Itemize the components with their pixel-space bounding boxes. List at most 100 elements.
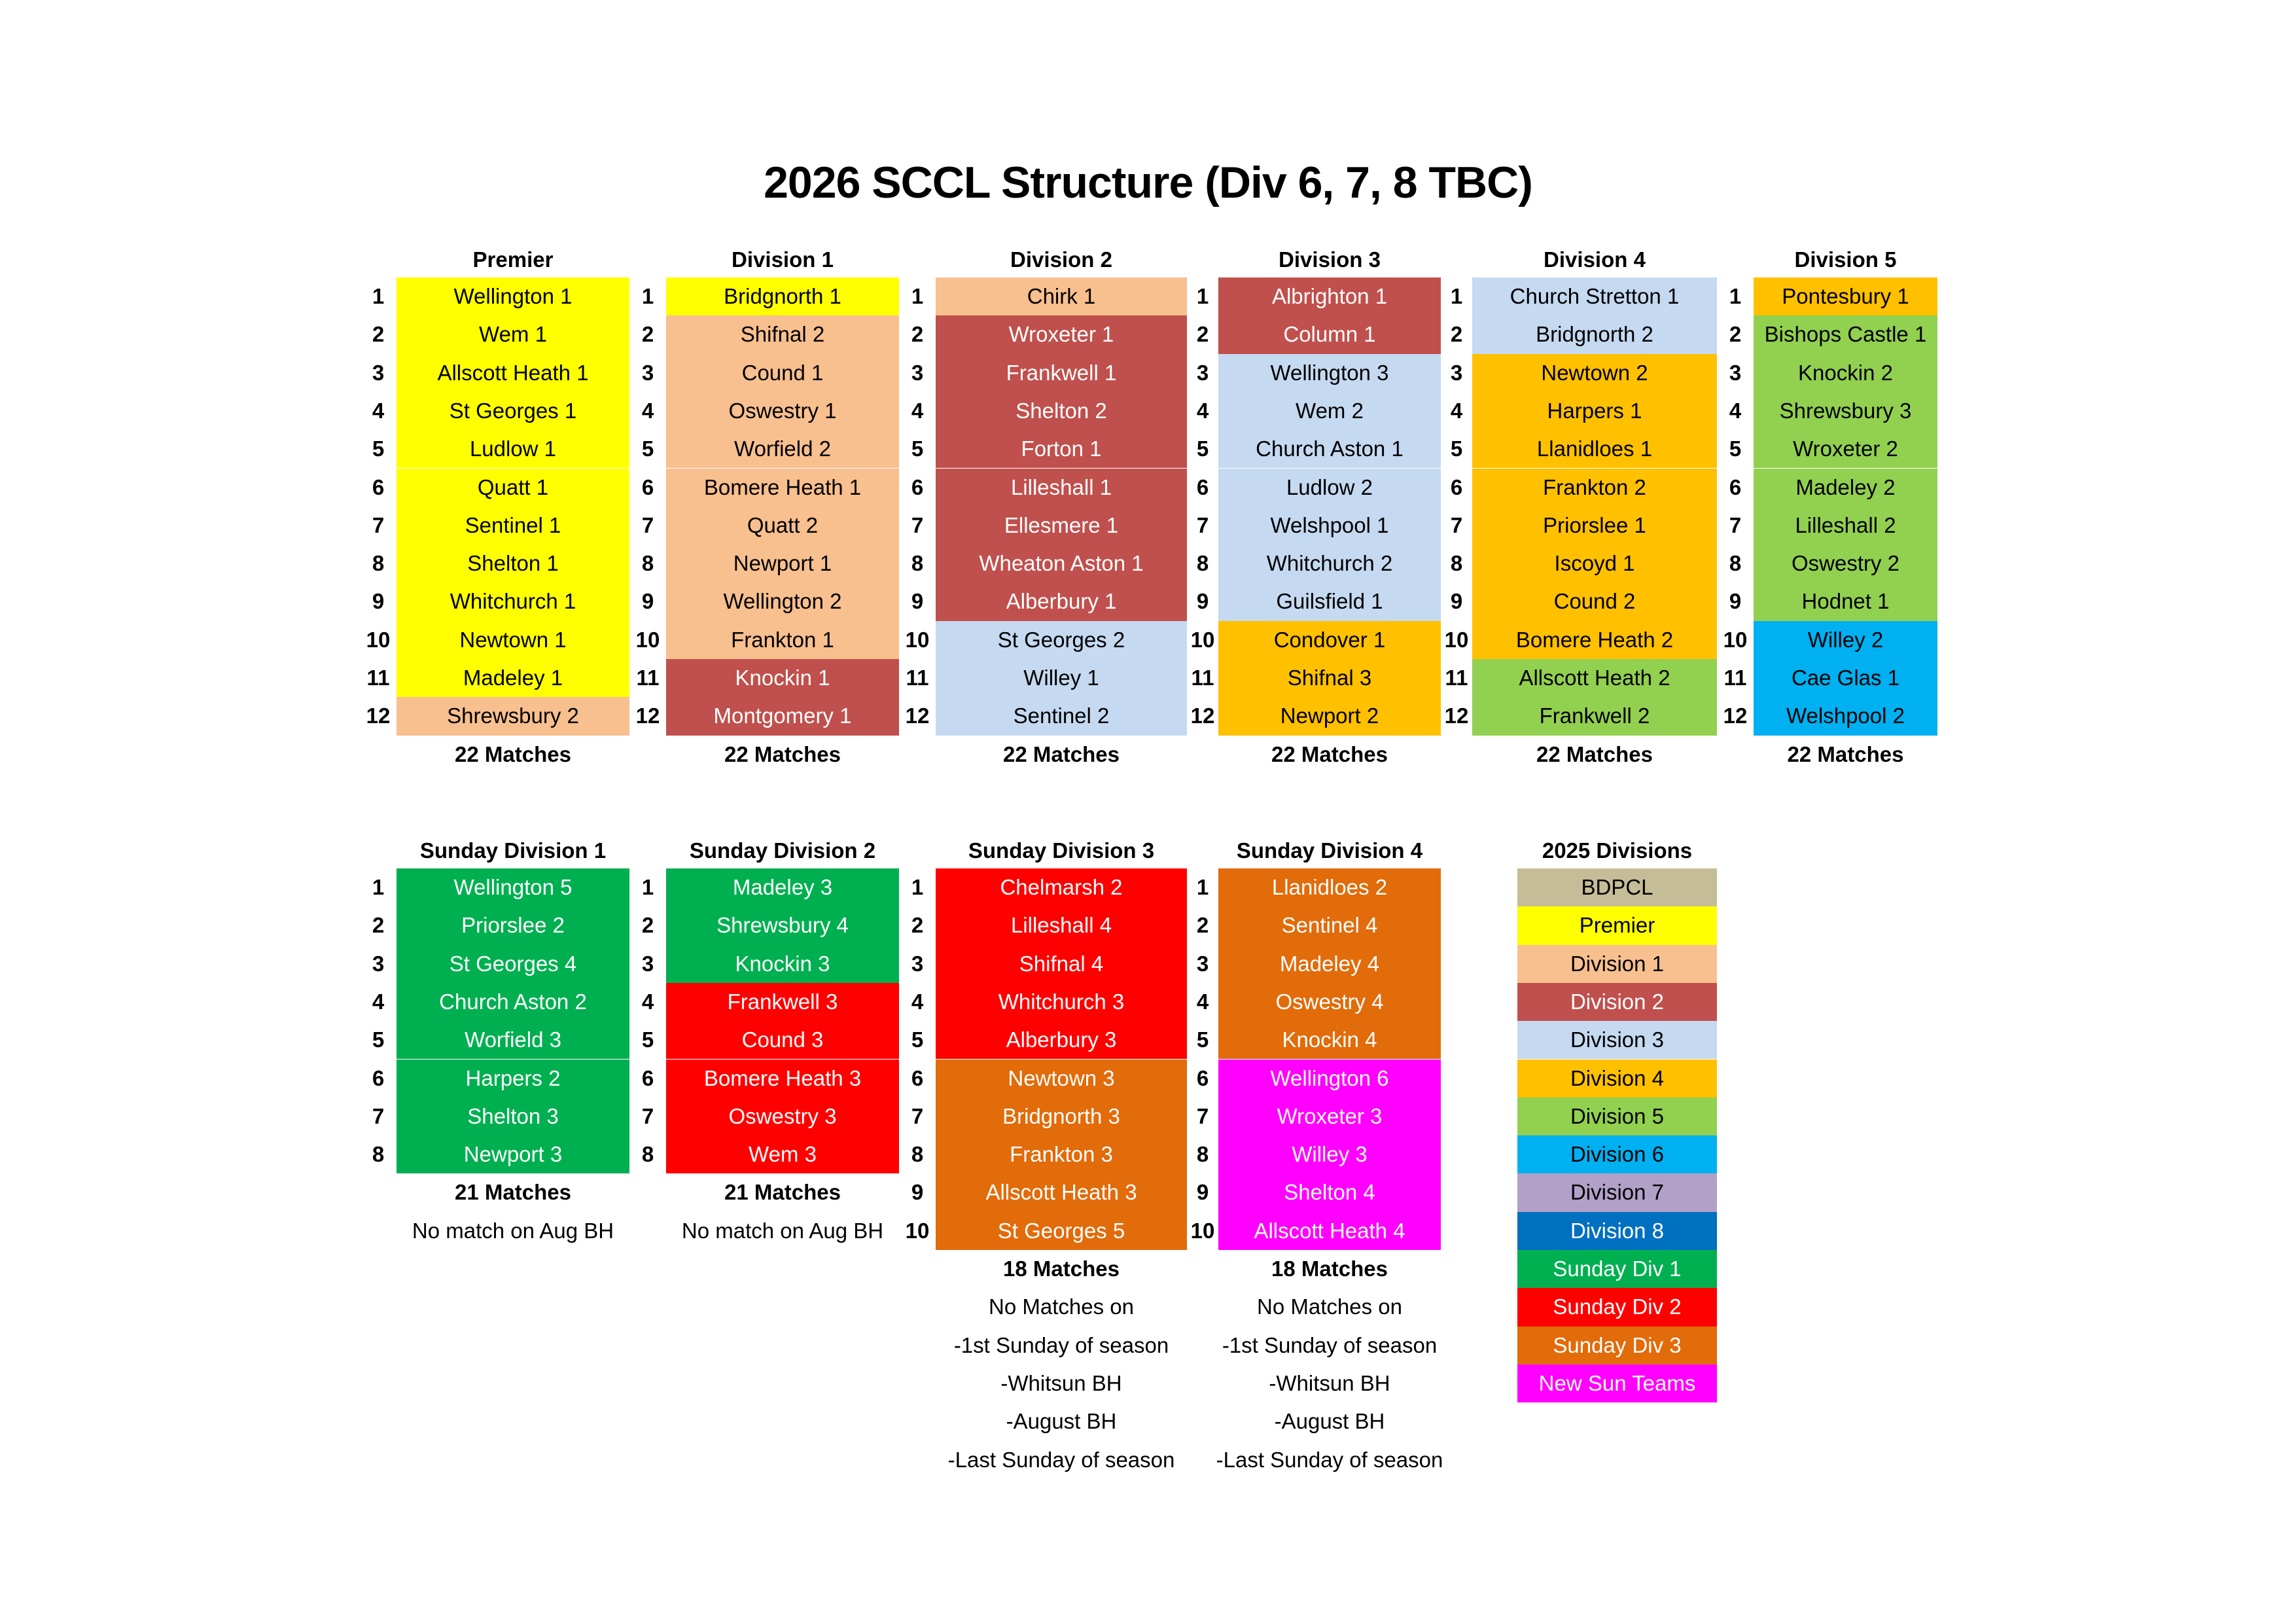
team-cell: Shelton 3 (397, 1097, 629, 1136)
legend-item: Division 8 (1517, 1211, 1717, 1250)
position-number: 8 (911, 1142, 924, 1167)
team-cell: Cound 1 (666, 353, 899, 392)
position-number: 3 (1450, 360, 1463, 385)
position-number: 1 (1196, 284, 1209, 308)
team-cell: Wem 3 (666, 1135, 899, 1174)
table-row: 2 Wem 1 (360, 315, 629, 354)
team-cell: Chirk 1 (936, 277, 1187, 316)
table-row: 8 Newport 3 (360, 1135, 629, 1174)
table-row: 1 Chelmarsh 2 (899, 868, 1187, 907)
division-header: Division 4 (1544, 247, 1646, 272)
team-cell: Bomere Heath 1 (666, 468, 899, 507)
team-cell: Shrewsbury 4 (666, 906, 899, 945)
position-number: 11 (906, 666, 929, 690)
team-cell: Quatt 1 (397, 468, 629, 507)
team-cell: Bishops Castle 1 (1754, 315, 1937, 354)
team-cell: Ludlow 1 (397, 430, 629, 469)
team-cell: Sentinel 1 (397, 506, 629, 545)
team-cell: Quatt 2 (666, 506, 899, 545)
position-number: 5 (1729, 437, 1742, 461)
table-row: 3 Cound 1 (629, 353, 899, 392)
table-row: 2 Shifnal 2 (629, 315, 899, 354)
team-cell: Condover 1 (1218, 620, 1441, 659)
table-row: 5 Knockin 4 (1187, 1021, 1441, 1060)
legend-item: Division 4 (1517, 1059, 1717, 1097)
team-cell: Bomere Heath 2 (1472, 620, 1717, 659)
table-row: 7 Bridgnorth 3 (899, 1097, 1187, 1136)
team-cell: Forton 1 (936, 430, 1187, 469)
position-number: 10 (635, 627, 660, 652)
position-number: 12 (366, 704, 391, 728)
position-number: 2 (911, 322, 924, 347)
position-number: 5 (1196, 437, 1209, 461)
position-number: 1 (641, 875, 654, 899)
team-cell: Shelton 4 (1218, 1173, 1441, 1212)
team-cell: St Georges 5 (936, 1211, 1187, 1250)
position-number: 8 (1196, 551, 1209, 576)
matches-count: 22 Matches (1271, 741, 1388, 766)
team-cell: Frankton 3 (936, 1135, 1187, 1174)
position-number: 8 (641, 551, 654, 576)
team-cell: Oswestry 2 (1754, 544, 1937, 583)
matches-count: 21 Matches (724, 1180, 841, 1205)
sunday-division-header: Sunday Division 4 (1236, 838, 1423, 863)
team-cell: Newtown 1 (397, 620, 629, 659)
team-cell: Column 1 (1218, 315, 1441, 354)
team-cell: Church Stretton 1 (1472, 277, 1717, 316)
position-number: 9 (372, 589, 385, 614)
position-number: 6 (1196, 1065, 1209, 1090)
legend-item: Sunday Div 1 (1517, 1250, 1717, 1289)
team-cell: Wroxeter 3 (1218, 1097, 1441, 1136)
team-cell: Priorslee 2 (397, 906, 629, 945)
team-cell: St Georges 4 (397, 944, 629, 983)
team-cell: Madeley 1 (397, 659, 629, 698)
table-row: 1 Wellington 5 (360, 868, 629, 907)
team-cell: Sentinel 2 (936, 697, 1187, 736)
table-row: 6 Bomere Heath 1 (629, 468, 899, 507)
fixture-note: -Whitsun BH (1000, 1370, 1122, 1395)
team-cell: Church Aston 2 (397, 982, 629, 1022)
position-number: 1 (911, 284, 924, 308)
team-cell: Willey 1 (936, 659, 1187, 698)
team-cell: Frankwell 3 (666, 982, 899, 1022)
team-cell: Lilleshall 4 (936, 906, 1187, 945)
position-number: 12 (1190, 704, 1215, 728)
position-number: 7 (372, 1103, 385, 1128)
team-cell: St Georges 1 (397, 391, 629, 431)
team-cell: Welshpool 2 (1754, 697, 1937, 736)
table-row: 2 Priorslee 2 (360, 906, 629, 945)
position-number: 1 (1196, 875, 1209, 899)
team-cell: Allscott Heath 4 (1218, 1211, 1441, 1250)
team-cell: Shifnal 2 (666, 315, 899, 354)
position-number: 6 (641, 474, 654, 499)
table-row: 12 Shrewsbury 2 (360, 697, 629, 736)
position-number: 9 (911, 589, 924, 614)
team-cell: Shifnal 4 (936, 944, 1187, 983)
position-number: 1 (372, 875, 385, 899)
table-row: 10 Allscott Heath 4 (1187, 1211, 1441, 1250)
table-row: 4 St Georges 1 (360, 391, 629, 431)
table-row: 10 Condover 1 (1187, 620, 1441, 659)
table-row: 12 Montgomery 1 (629, 697, 899, 736)
table-row: 1 Church Stretton 1 (1441, 277, 1717, 316)
table-row: 9 Hodnet 1 (1717, 582, 1937, 621)
team-cell: Iscoyd 1 (1472, 544, 1717, 583)
table-row: 12 Frankwell 2 (1441, 697, 1717, 736)
team-cell: Wheaton Aston 1 (936, 544, 1187, 583)
position-number: 9 (641, 589, 654, 614)
table-row: 4 Harpers 1 (1441, 391, 1717, 431)
position-number: 9 (911, 1180, 924, 1205)
table-row: 3 Wellington 3 (1187, 353, 1441, 392)
table-row: 5 Forton 1 (899, 430, 1187, 469)
table-row: 11 Knockin 1 (629, 659, 899, 698)
position-number: 9 (1196, 1180, 1209, 1205)
team-cell: Bomere Heath 3 (666, 1059, 899, 1097)
team-cell: Allscott Heath 3 (936, 1173, 1187, 1212)
team-cell: Frankton 1 (666, 620, 899, 659)
table-row: 8 Oswestry 2 (1717, 544, 1937, 583)
team-cell: Wellington 3 (1218, 353, 1441, 392)
position-number: 3 (911, 360, 924, 385)
table-row: 7 Lilleshall 2 (1717, 506, 1937, 545)
table-row: 11 Shifnal 3 (1187, 659, 1441, 698)
table-row: 5 Cound 3 (629, 1021, 899, 1060)
